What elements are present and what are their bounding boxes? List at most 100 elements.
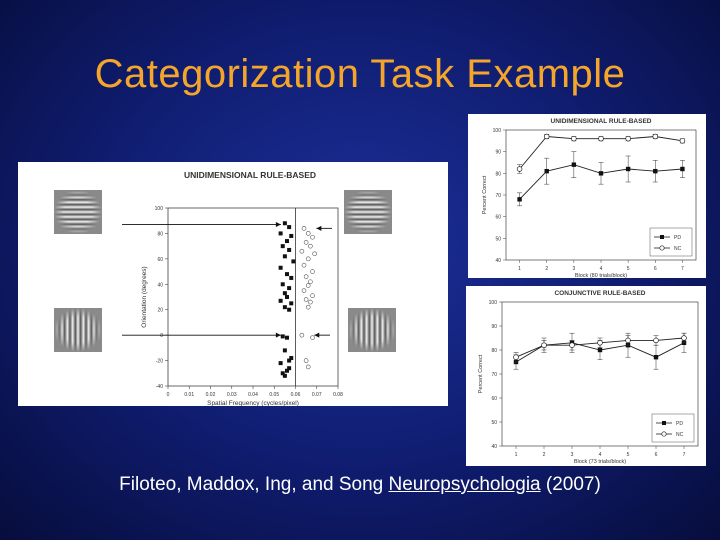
y-tick-label: 20 [157, 308, 163, 314]
point-NC [516, 166, 523, 172]
x-axis-label: Block (80 trials/block) [575, 273, 627, 278]
vertical-grating-left-vignette [54, 308, 102, 352]
legend-box [649, 227, 693, 257]
x-tick-label: 2 [545, 266, 548, 272]
y-tick-label: 90 [495, 150, 501, 156]
category-a-point [280, 244, 285, 249]
x-tick-label: 7 [683, 452, 686, 458]
stimulus-arrow-head [275, 222, 281, 228]
category-b-point [310, 269, 315, 274]
point-NC [652, 133, 659, 140]
point-NC [598, 135, 604, 142]
x-tick-label: 6 [655, 452, 658, 458]
y-tick-label: 60 [495, 215, 501, 221]
x-tick-label: 2 [543, 452, 546, 458]
category-a-point [282, 254, 287, 259]
y-axis-label: Percent Correct [482, 175, 488, 214]
x-tick-label: 5 [627, 266, 630, 272]
y-tick-label: 50 [495, 236, 501, 242]
scatter-figure-panel: UNIDIMENSIONAL RULE-BASED 100 80 60 40 20 0 -20… [18, 162, 448, 406]
category-a-point [289, 301, 294, 306]
scatter-figure: UNIDIMENSIONAL RULE-BASED 100 80 60 40 20 0 -20… [54, 170, 396, 406]
category-b-point [308, 243, 313, 249]
x-tick-label: 0.08 [333, 392, 343, 398]
x-tick-label: 0.07 [312, 392, 322, 398]
point-NC [625, 337, 631, 344]
category-a-point [287, 366, 292, 371]
category-b-point [301, 226, 307, 231]
point-PD [571, 162, 577, 167]
chart-title: CONJUNCTIVE RULE-BASED [554, 290, 645, 297]
category-a-point [282, 305, 287, 310]
y-tick-label: -20 [156, 359, 163, 365]
y-tick-label: 80 [491, 348, 497, 354]
category-b-point [301, 262, 307, 268]
category-a-point [285, 272, 289, 277]
x-tick-label: 0 [167, 392, 170, 398]
category-a-point [285, 335, 289, 340]
point-PD [544, 168, 549, 174]
category-b-point [310, 293, 315, 299]
category-b-point [308, 299, 313, 305]
category-a-point [280, 334, 285, 339]
category-b-point [310, 335, 315, 340]
category-b-point [299, 248, 305, 254]
category-a-point [287, 307, 292, 312]
legend-marker [660, 235, 664, 239]
category-b-point [303, 274, 309, 279]
legend-marker [662, 421, 666, 425]
x-tick-label: 0.04 [248, 392, 258, 398]
category-a-point [278, 361, 283, 366]
category-b-point [305, 304, 311, 310]
category-a-point [285, 239, 289, 244]
y-tick-label: 40 [491, 444, 497, 450]
y-axis-label: Orientation (degrees) [141, 266, 148, 327]
stimulus-arrow-head [275, 332, 281, 338]
x-tick-label: 0.06 [291, 392, 301, 398]
point-PD [598, 171, 604, 176]
category-b-point [303, 240, 309, 245]
category-a-point [289, 233, 294, 238]
category-b-point [308, 279, 313, 285]
x-tick-label: 1 [518, 266, 521, 272]
vertical-grating-right-vignette [348, 308, 396, 352]
legend-label: NC [676, 432, 684, 438]
y-tick-label: 70 [495, 193, 501, 199]
legend-label: PD [676, 421, 683, 427]
category-b-point [299, 332, 305, 338]
category-a-point [278, 265, 283, 270]
stimulus-arrow-head [314, 332, 320, 338]
category-b-point [305, 231, 311, 236]
citation: Filoteo, Maddox, Ing, and Song Neuropsyc… [0, 474, 720, 496]
point-NC [569, 342, 575, 348]
point-NC [679, 138, 686, 144]
category-b-point [312, 251, 317, 257]
point-PD [625, 166, 631, 172]
x-tick-label: 5 [627, 452, 630, 458]
unidimensional-accuracy-chart: UNIDIMENSIONAL RULE-BASED 100 90 80 70 60 50 40… [482, 118, 697, 278]
point-NC [625, 135, 631, 142]
y-tick-label: 100 [493, 128, 502, 134]
y-tick-label: 100 [155, 206, 164, 212]
scatter-frame [167, 207, 339, 387]
y-tick-label: 90 [491, 324, 497, 330]
category-b-point [305, 283, 311, 288]
scatter-title: UNIDIMENSIONAL RULE-BASED [184, 170, 316, 180]
y-tick-label: -40 [156, 384, 163, 390]
category-a-point [282, 373, 287, 378]
conjunctive-accuracy-chart: CONJUNCTIVE RULE-BASED 100 90 80 70 60 50 40 1 2 3… [478, 290, 699, 465]
y-tick-label: 80 [495, 171, 501, 177]
x-axis-label: Block (73 trials/block) [574, 459, 626, 465]
category-a-point [287, 247, 292, 252]
category-b-point [303, 297, 309, 302]
y-tick-label: 80 [157, 231, 163, 237]
category-a-point [291, 259, 296, 264]
category-a-point [282, 348, 287, 353]
x-tick-label: 3 [572, 266, 575, 272]
chart-title: UNIDIMENSIONAL RULE-BASED [551, 118, 652, 125]
x-tick-label: 0.02 [206, 392, 216, 398]
legend-marker [661, 431, 667, 437]
y-tick-label: 60 [491, 396, 497, 402]
category-b-point [301, 288, 307, 293]
category-b-point [305, 256, 311, 262]
